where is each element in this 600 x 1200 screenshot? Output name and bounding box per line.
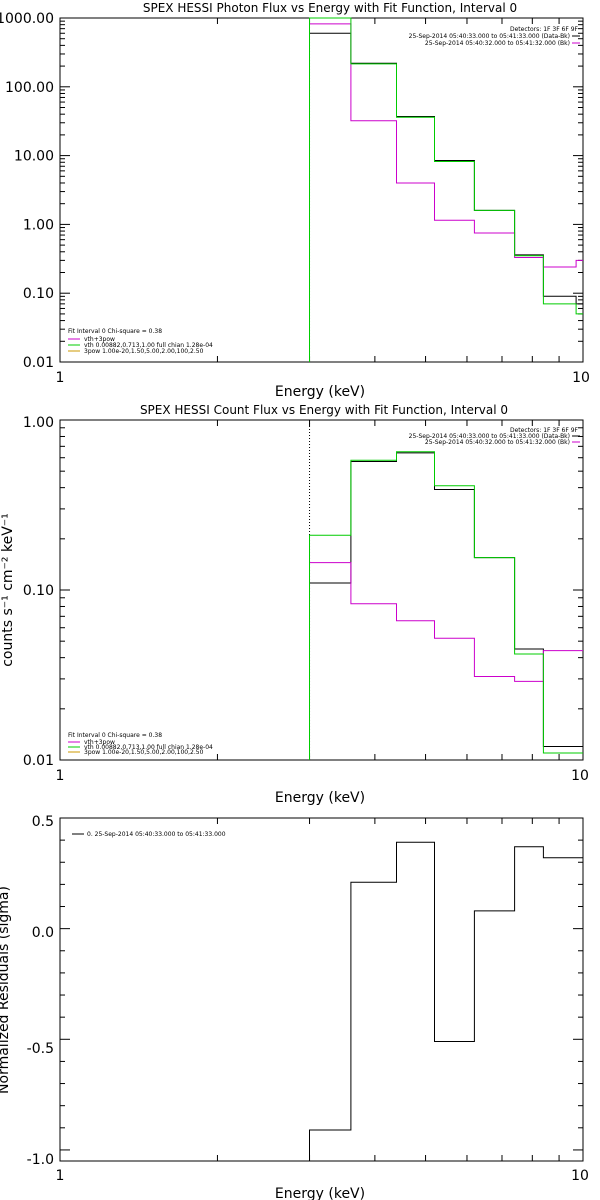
panel2-header-line: Detectors: 1F 3F 6F 9F bbox=[510, 427, 579, 434]
panel1-ytick-label: 10.00 bbox=[14, 149, 54, 165]
panel3-ytick-label: -1.0 bbox=[27, 1152, 54, 1168]
panel1-series-line-2 bbox=[309, 17, 583, 362]
panel-count-flux: SPEX HESSI Count Flux vs Energy with Fit… bbox=[0, 403, 589, 806]
panel-residuals: -1.0 -0.5 0.0 0.5 Normalized Residuals (… bbox=[0, 814, 589, 1200]
panel1-ytick-label: 0.01 bbox=[23, 355, 54, 371]
panel2-legend-line: 3pow 1.00e-20,1.50,5.00,2.00,100,2.50 bbox=[84, 749, 204, 756]
panel2-ytick-label: 0.10 bbox=[23, 583, 54, 599]
panel3-xtick-label-10: 10 bbox=[571, 1168, 589, 1184]
panel1-header: Detectors: 1F 3F 6F 9F 25-Sep-2014 05:40… bbox=[409, 26, 580, 47]
panel2-frame bbox=[59, 419, 584, 761]
panel2-header-line: 25-Sep-2014 05:40:32.000 to 05:41:32.000… bbox=[425, 439, 570, 446]
panel2-series-line-2 bbox=[309, 451, 583, 760]
panel1-ticks bbox=[60, 18, 583, 363]
panel1-ytick-label: 0.10 bbox=[23, 286, 54, 302]
panel1-series-line-1 bbox=[309, 23, 583, 362]
panel3-ytick-label: 0.0 bbox=[32, 925, 54, 941]
panel1-y-tick-labels: 0.01 0.10 1.00 10.00 100.00 1000.00 bbox=[0, 11, 54, 371]
panel2-title: SPEX HESSI Count Flux vs Energy with Fit… bbox=[140, 403, 508, 417]
panel2-legend-line: vth 0.00882,0.713,1.00 full chian 1.28e-… bbox=[84, 744, 213, 751]
panel3-ticks bbox=[60, 817, 583, 1161]
panel3-y-axis-label: Normalized Residuals (sigma) bbox=[0, 886, 12, 1094]
panel2-ytick-label: 0.01 bbox=[23, 753, 54, 769]
panel1-legend: Fit Interval 0 Chi-square = 0.38 vth+3po… bbox=[68, 328, 213, 355]
panel1-ytick-label: 1000.00 bbox=[0, 11, 54, 27]
panel3-y-tick-labels: -1.0 -0.5 0.0 0.5 bbox=[27, 814, 54, 1168]
panel2-ticks bbox=[60, 420, 583, 761]
panel1-legend-line: vth 0.00882,0.713,1.00 full chian 1.28e-… bbox=[84, 342, 213, 349]
panel2-xtick-label-10: 10 bbox=[571, 768, 589, 784]
panel2-header: Detectors: 1F 3F 6F 9F 25-Sep-2014 05:40… bbox=[409, 427, 580, 446]
panel3-legend: 0. 25-Sep-2014 05:40:33.000 to 05:41:33.… bbox=[72, 831, 226, 838]
panel3-ytick-label: 0.5 bbox=[32, 814, 54, 830]
panel2-header-line: 25-Sep-2014 05:40:33.000 to 05:41:33.000… bbox=[409, 433, 570, 440]
panel3-x-axis-label: Energy (keV) bbox=[275, 1186, 365, 1200]
panel3-ytick-label: -0.5 bbox=[27, 1041, 54, 1057]
panel2-y-axis-label: counts s⁻¹ cm⁻² keV⁻¹ bbox=[0, 513, 16, 667]
panel1-title: SPEX HESSI Photon Flux vs Energy with Fi… bbox=[143, 1, 517, 15]
panel3-legend-line: 0. 25-Sep-2014 05:40:33.000 to 05:41:33.… bbox=[87, 831, 226, 838]
panel2-ytick-label: 1.00 bbox=[23, 415, 54, 431]
panel1-header-line: 25-Sep-2014 05:40:33.000 to 05:41:33.000… bbox=[409, 33, 570, 40]
panel1-legend-line: vth+3pow bbox=[84, 336, 115, 343]
panel1-x-axis-label: Energy (keV) bbox=[275, 384, 365, 400]
panel2-legend-line: Fit Interval 0 Chi-square = 0.38 bbox=[68, 732, 162, 739]
panel2-series-line-1 bbox=[309, 562, 583, 760]
panel-photon-flux: SPEX HESSI Photon Flux vs Energy with Fi… bbox=[0, 1, 590, 400]
panel1-ytick-label: 1.00 bbox=[23, 217, 54, 233]
panel1-xtick-label-1: 1 bbox=[56, 370, 65, 386]
panel3-series-line-0 bbox=[309, 841, 583, 1161]
panel1-series bbox=[309, 17, 583, 362]
panel1-ytick-label: 100.00 bbox=[5, 80, 54, 96]
panel1-legend-line: 3pow 1.00e-20,1.50,5.00,2.00,100,2.50 bbox=[84, 348, 204, 355]
panel1-frame bbox=[59, 17, 584, 363]
panel2-xtick-label-1: 1 bbox=[56, 768, 65, 784]
panel1-header-line: Detectors: 1F 3F 6F 9F bbox=[510, 26, 579, 33]
panel3-series bbox=[309, 841, 583, 1161]
panel3-frame bbox=[59, 817, 584, 1162]
panel2-y-tick-labels: 0.01 0.10 1.00 bbox=[23, 415, 54, 769]
panel2-series bbox=[309, 451, 583, 760]
panel3-xtick-label-1: 1 bbox=[56, 1168, 65, 1184]
panel1-header-line: 25-Sep-2014 05:40:32.000 to 05:41:32.000… bbox=[425, 40, 570, 47]
panel2-legend: Fit Interval 0 Chi-square = 0.38 vth+3po… bbox=[68, 732, 213, 756]
panel2-legend-line: vth+3pow bbox=[84, 739, 115, 746]
panel1-legend-line: Fit Interval 0 Chi-square = 0.38 bbox=[68, 328, 162, 335]
panel1-xtick-label-10: 10 bbox=[572, 370, 590, 386]
panel2-x-axis-label: Energy (keV) bbox=[275, 790, 365, 806]
